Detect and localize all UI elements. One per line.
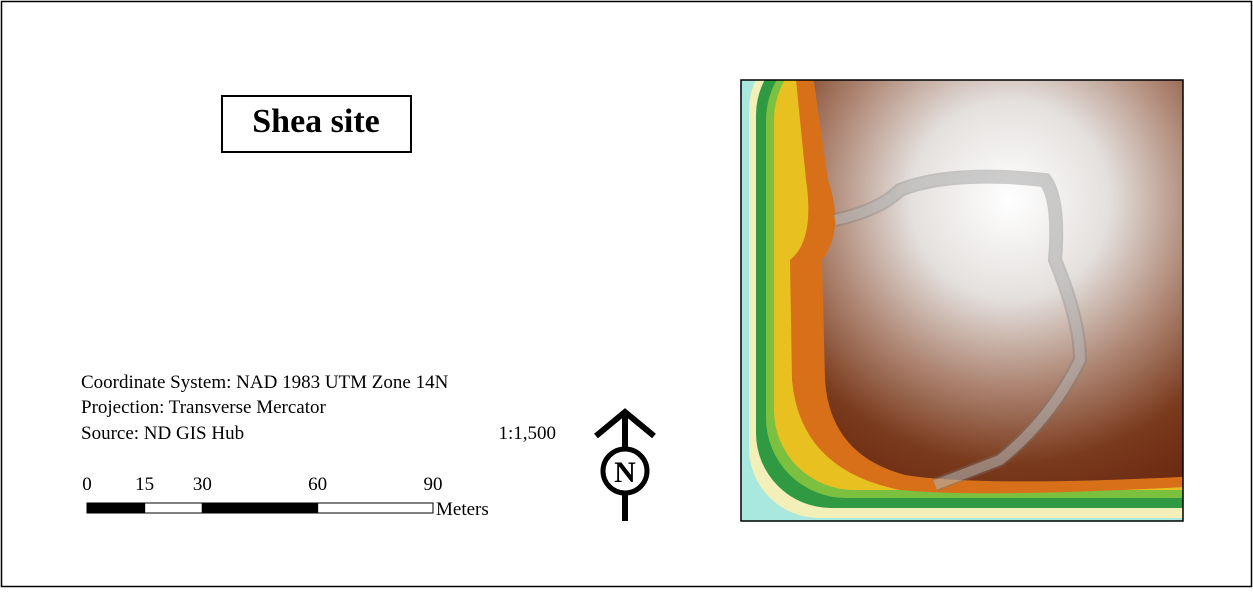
- scale-tick-label: 15: [135, 474, 154, 495]
- scale-bar: 0 15 30 60 90 Meters: [82, 474, 489, 520]
- scale-unit: Meters: [436, 499, 489, 520]
- scale-segment: [145, 503, 203, 513]
- map-layout: Shea site Coordinate System: NAD 1983 UT…: [0, 0, 1253, 588]
- scale-text: 1:1,500: [498, 423, 556, 444]
- scale-tick-label: 0: [82, 474, 92, 495]
- scale-segment: [87, 503, 145, 513]
- scale-segment: [318, 503, 433, 513]
- scale-tick-label: 30: [193, 474, 212, 495]
- note: Source: ND GIS Hub: [81, 423, 244, 444]
- note: Projection: Transverse Mercator: [81, 397, 327, 418]
- scale-segment: [202, 503, 317, 513]
- north-label: N: [614, 456, 636, 489]
- scale-tick-label: 60: [308, 474, 327, 495]
- north-arrow: N: [596, 412, 654, 521]
- note: Coordinate System: NAD 1983 UTM Zone 14N: [81, 372, 449, 393]
- scale-tick-label: 90: [424, 474, 443, 495]
- map-frame: [741, 40, 1253, 521]
- title: Shea site: [252, 103, 380, 140]
